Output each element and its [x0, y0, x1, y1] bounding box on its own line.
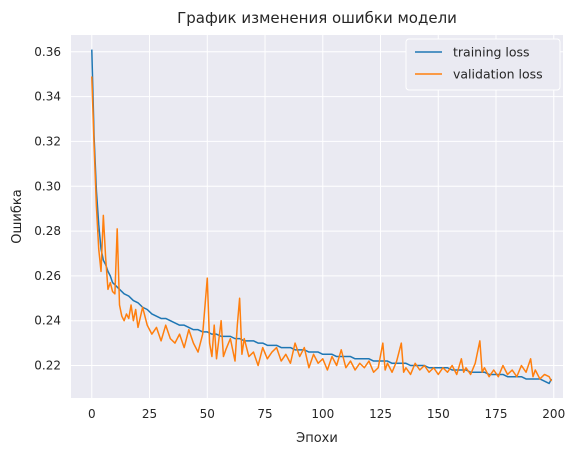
x-tick-label: 75 [257, 407, 272, 421]
x-tick-label: 175 [485, 407, 508, 421]
y-tick-label: 0.30 [34, 179, 61, 193]
x-tick-label: 100 [311, 407, 334, 421]
x-tick-labels: 0 25 50 75 100 125 150 175 200 [88, 407, 565, 421]
series-line-validation-loss [91, 76, 553, 382]
y-axis-label: Ошибка [10, 189, 25, 243]
x-tick-label: 0 [88, 407, 96, 421]
x-tick-label: 25 [142, 407, 157, 421]
y-tick-label: 0.36 [34, 45, 61, 59]
y-tick-labels: 0.22 0.24 0.26 0.28 0.30 0.32 0.34 0.36 [34, 45, 61, 373]
series-line-training-loss [91, 49, 553, 385]
legend-box [405, 38, 561, 91]
y-tick-label: 0.24 [34, 314, 61, 328]
y-tick-label: 0.32 [34, 134, 61, 148]
plot-area [71, 35, 563, 398]
x-tick-label: 125 [369, 407, 392, 421]
y-tick-label: 0.26 [34, 269, 61, 283]
series-layer [91, 49, 553, 385]
legend-label-training-loss: training loss [453, 45, 530, 60]
legend: training loss validation loss [405, 38, 561, 91]
x-axis-label: Эпохи [296, 431, 338, 446]
x-tick-label: 200 [542, 407, 565, 421]
legend-label-validation-loss: validation loss [453, 67, 543, 82]
y-tick-label: 0.28 [34, 224, 61, 238]
chart-title: График изменения ошибки модели [177, 9, 457, 27]
y-tick-label: 0.34 [34, 90, 61, 104]
x-tick-label: 50 [200, 407, 215, 421]
x-tick-label: 150 [427, 407, 450, 421]
y-tick-label: 0.22 [34, 359, 61, 373]
